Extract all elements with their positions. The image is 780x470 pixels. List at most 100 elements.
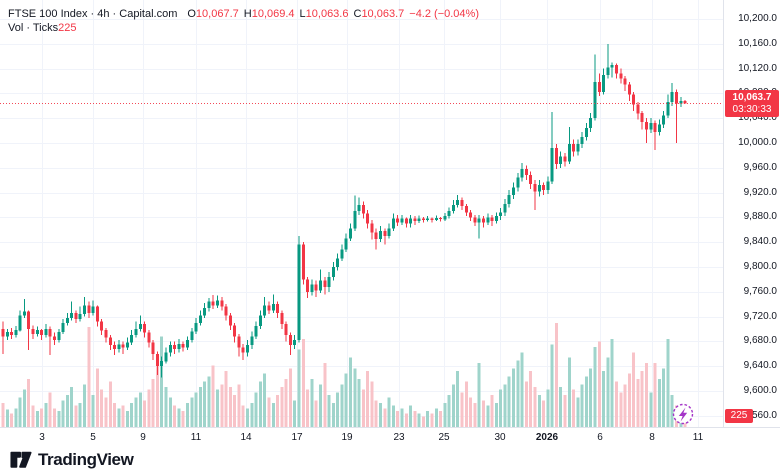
candle-body bbox=[173, 345, 177, 349]
candle-body bbox=[241, 347, 245, 353]
candle-body bbox=[336, 258, 340, 267]
candle-body bbox=[627, 84, 631, 95]
candle-body bbox=[284, 324, 288, 336]
volume-bar bbox=[216, 389, 219, 427]
candle-body bbox=[413, 218, 417, 222]
volume-bar bbox=[387, 397, 391, 427]
volume-bar bbox=[78, 403, 82, 427]
volume-bar bbox=[70, 387, 74, 427]
high-label: H bbox=[243, 8, 252, 20]
candle-body bbox=[155, 353, 159, 367]
volume-bar bbox=[323, 363, 327, 427]
volume-bar bbox=[22, 389, 26, 427]
candle-body bbox=[121, 344, 125, 348]
volume-bar bbox=[263, 373, 267, 427]
candle-body bbox=[451, 205, 455, 212]
volume-bar bbox=[486, 405, 490, 427]
candle-body bbox=[572, 144, 576, 152]
volume-bar bbox=[344, 373, 348, 427]
candle-body bbox=[606, 67, 610, 75]
volume-bar bbox=[35, 411, 39, 427]
volume-bar bbox=[134, 397, 138, 427]
volume-bar bbox=[155, 357, 159, 427]
candle-body bbox=[10, 332, 14, 336]
close-value: 10,063.7 bbox=[361, 8, 405, 20]
volume-bar bbox=[108, 381, 112, 427]
volume-bar bbox=[284, 379, 288, 427]
tradingview-logo-icon[interactable] bbox=[10, 451, 32, 469]
volume-label[interactable]: Vol · Ticks bbox=[8, 22, 59, 34]
open-label: O bbox=[187, 8, 196, 20]
tradingview-logo-text[interactable]: TradingView bbox=[38, 450, 134, 469]
volume-bar bbox=[619, 392, 623, 427]
volume-bar bbox=[160, 336, 164, 427]
volume-bar bbox=[267, 397, 271, 427]
candle-body bbox=[340, 249, 344, 259]
candle-body bbox=[512, 187, 515, 195]
candle-body bbox=[78, 314, 82, 320]
candlestick-chart[interactable] bbox=[0, 0, 723, 427]
candle-body bbox=[263, 305, 267, 316]
volume-bar bbox=[494, 403, 498, 427]
volume-bar bbox=[610, 339, 614, 427]
candle-body bbox=[306, 279, 310, 292]
candle-body bbox=[186, 340, 189, 348]
price-axis-label: 9,640.0 bbox=[743, 360, 777, 372]
candle-body bbox=[610, 64, 614, 68]
price-axis[interactable]: 9,560.0 9,600.0 9,640.0 9,680.0 9,720.0 9,760… bbox=[723, 0, 780, 427]
volume-bar bbox=[228, 387, 232, 427]
candle-body bbox=[310, 284, 314, 292]
candle-body bbox=[134, 329, 138, 336]
volume-bar bbox=[168, 397, 172, 427]
volume-bar bbox=[447, 395, 451, 427]
volume-bar bbox=[636, 379, 640, 427]
volume-bar bbox=[117, 408, 121, 427]
candle-body bbox=[349, 228, 352, 239]
candle-body bbox=[670, 92, 674, 103]
candle-body bbox=[57, 332, 61, 341]
candle-body bbox=[35, 330, 39, 334]
volume-bar bbox=[177, 408, 181, 427]
candle-body bbox=[666, 102, 670, 116]
volume-bar bbox=[524, 381, 528, 427]
volume-bar bbox=[576, 397, 580, 427]
symbol-title[interactable]: FTSE 100 Index · 4h · Capital.com bbox=[8, 8, 178, 20]
candle-body bbox=[683, 101, 687, 104]
volume-bar bbox=[306, 389, 310, 427]
volume-bar bbox=[370, 381, 374, 427]
candle-body bbox=[430, 218, 434, 220]
candle-body bbox=[203, 307, 207, 316]
chart-pane[interactable] bbox=[0, 0, 723, 427]
volume-bar bbox=[336, 392, 340, 427]
volume-bar bbox=[477, 363, 481, 427]
candle-body bbox=[65, 317, 69, 323]
time-axis-label: 3 bbox=[39, 432, 45, 443]
volume-bar bbox=[65, 395, 69, 427]
volume-bar bbox=[186, 403, 189, 427]
time-axis-label: 30 bbox=[494, 432, 506, 443]
candle-body bbox=[537, 185, 541, 192]
volume-bar bbox=[627, 373, 631, 427]
candle-body bbox=[645, 121, 648, 130]
candle-body bbox=[254, 325, 258, 337]
candle-body bbox=[250, 336, 254, 346]
candle-body bbox=[258, 315, 262, 326]
candle-body bbox=[653, 123, 657, 132]
open-value: 10,067.7 bbox=[195, 8, 239, 20]
candle-body bbox=[615, 64, 618, 74]
volume-bar bbox=[649, 392, 653, 427]
candle-body bbox=[649, 123, 653, 130]
volume-bar bbox=[615, 381, 618, 427]
volume-bar bbox=[27, 379, 31, 427]
time-axis[interactable]: 3 5 9 11 14 17 19 23 25 30 2026 6 8 11 bbox=[0, 427, 780, 449]
candle-body bbox=[486, 217, 490, 223]
volume-bar bbox=[151, 379, 155, 427]
lightning-bolt-marker[interactable] bbox=[672, 403, 694, 425]
price-axis-label: 9,760.0 bbox=[743, 285, 777, 297]
volume-bar bbox=[464, 381, 468, 427]
candle-body bbox=[61, 322, 65, 333]
price-axis-label: 9,880.0 bbox=[743, 211, 777, 223]
candle-body bbox=[228, 315, 232, 326]
volume-bar bbox=[254, 392, 258, 427]
candle-body bbox=[31, 329, 35, 334]
